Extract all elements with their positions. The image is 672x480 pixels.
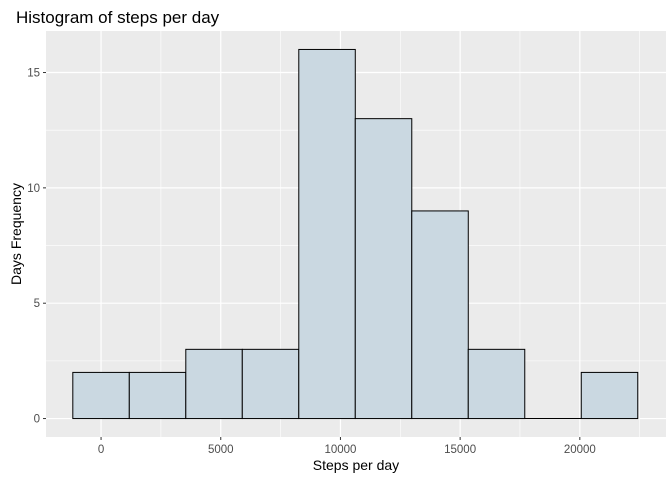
x-tick-label: 5000: [208, 444, 234, 456]
x-tick-label: 20000: [564, 444, 596, 456]
y-tick-label: 5: [34, 298, 40, 310]
histogram-bar: [467, 348, 526, 420]
histogram-bar: [241, 348, 300, 420]
y-tick-label: 15: [27, 68, 40, 80]
histogram-bar: [128, 371, 187, 420]
histogram-bar: [185, 348, 243, 420]
y-axis-title: Days Frequency: [8, 183, 24, 285]
histogram-bars: [72, 48, 639, 420]
x-axis-ticks: 0 5000 10000 15000 20000: [98, 437, 596, 456]
histogram-bar: [580, 371, 639, 420]
histogram-bar: [72, 371, 130, 420]
histogram-bar: [411, 210, 469, 420]
x-tick-label: 10000: [324, 444, 356, 456]
chart-title: Histogram of steps per day: [16, 8, 220, 27]
y-tick-label: 0: [34, 414, 40, 426]
x-axis-title: Steps per day: [313, 457, 399, 473]
y-tick-label: 10: [27, 183, 40, 195]
x-tick-label: 15000: [444, 444, 476, 456]
x-tick-label: 0: [98, 444, 104, 456]
histogram-bar: [354, 118, 413, 420]
histogram-bar: [298, 48, 356, 420]
y-axis-ticks: 0 5 10 15: [27, 68, 46, 426]
